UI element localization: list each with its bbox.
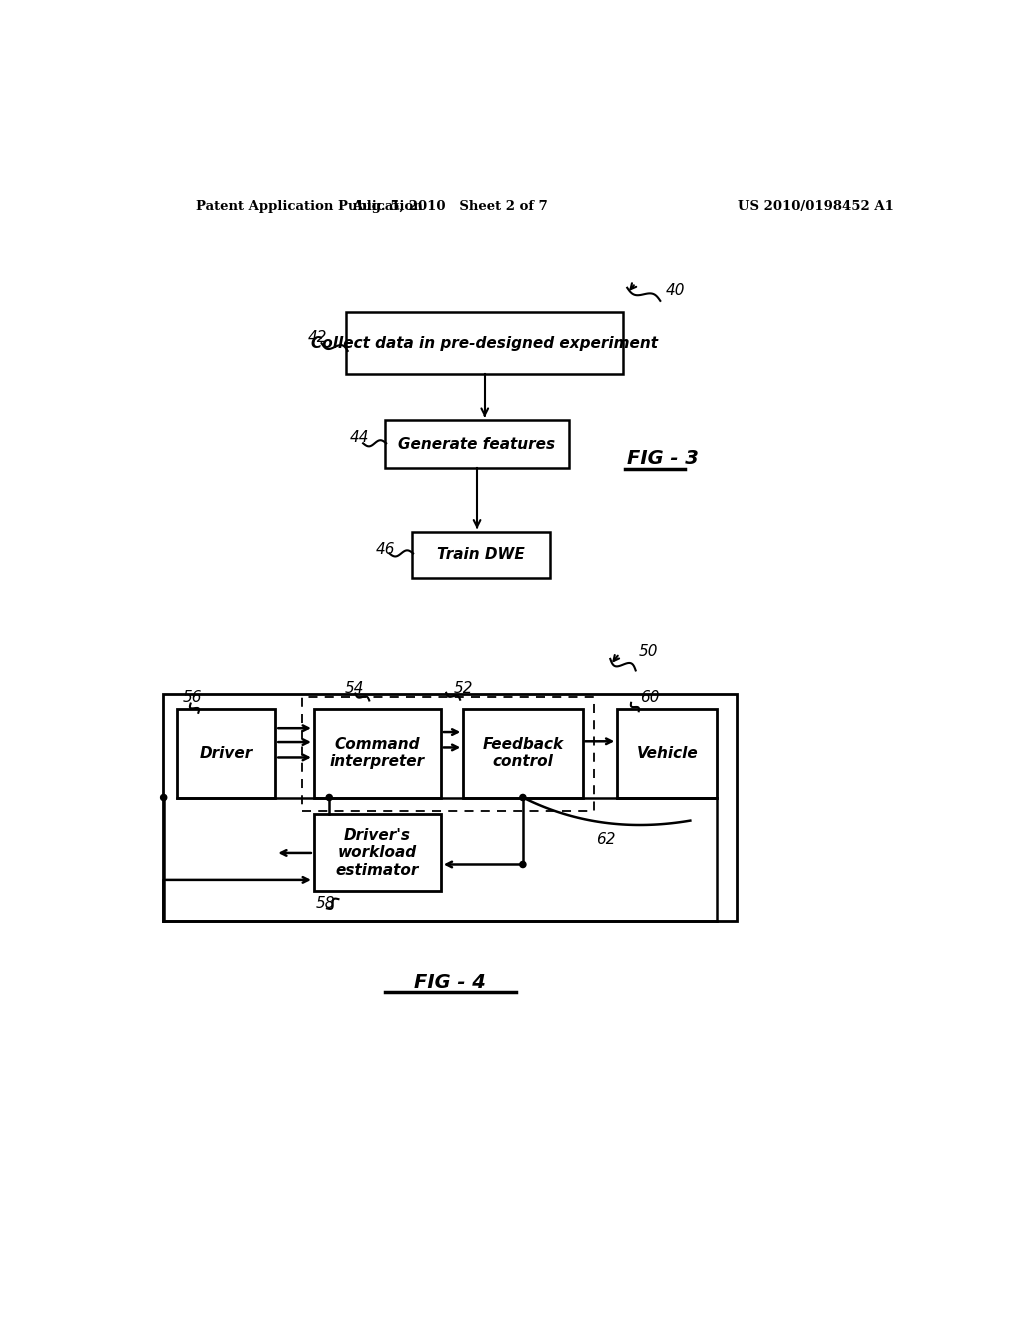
Text: FIG - 3: FIG - 3 <box>628 449 699 469</box>
Circle shape <box>326 795 333 800</box>
Text: Patent Application Publication: Patent Application Publication <box>196 199 423 213</box>
FancyBboxPatch shape <box>463 709 583 797</box>
Circle shape <box>520 795 526 800</box>
Text: Aug. 5, 2010   Sheet 2 of 7: Aug. 5, 2010 Sheet 2 of 7 <box>352 199 548 213</box>
Text: Generate features: Generate features <box>398 437 556 451</box>
Text: 44: 44 <box>349 430 369 445</box>
Text: Feedback
control: Feedback control <box>482 737 563 770</box>
FancyBboxPatch shape <box>346 313 624 374</box>
Text: 46: 46 <box>376 543 395 557</box>
Text: Vehicle: Vehicle <box>636 746 698 760</box>
Text: 52: 52 <box>454 681 473 696</box>
FancyBboxPatch shape <box>177 709 275 797</box>
FancyBboxPatch shape <box>412 532 550 578</box>
Text: Driver: Driver <box>200 746 253 760</box>
Text: 40: 40 <box>666 284 685 298</box>
Text: US 2010/0198452 A1: US 2010/0198452 A1 <box>738 199 894 213</box>
FancyBboxPatch shape <box>385 420 569 469</box>
Text: Collect data in pre-designed experiment: Collect data in pre-designed experiment <box>311 335 658 351</box>
Text: 54: 54 <box>345 681 365 696</box>
FancyBboxPatch shape <box>313 814 441 891</box>
Text: Driver's
workload
estimator: Driver's workload estimator <box>336 828 419 878</box>
Circle shape <box>161 795 167 800</box>
Text: 50: 50 <box>639 644 658 659</box>
Text: 42: 42 <box>307 330 327 346</box>
Text: Train DWE: Train DWE <box>437 548 524 562</box>
FancyBboxPatch shape <box>313 709 441 797</box>
Text: 56: 56 <box>183 690 203 705</box>
Text: 62: 62 <box>596 833 615 847</box>
FancyBboxPatch shape <box>617 709 717 797</box>
Text: FIG - 4: FIG - 4 <box>414 973 486 991</box>
Text: Command
interpreter: Command interpreter <box>330 737 425 770</box>
Text: 60: 60 <box>640 690 659 705</box>
Text: 58: 58 <box>315 896 335 911</box>
Circle shape <box>520 862 526 867</box>
